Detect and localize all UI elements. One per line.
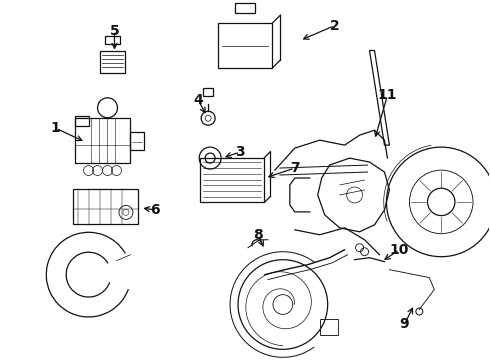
Bar — [104, 36, 121, 44]
Bar — [75, 116, 89, 126]
Text: 6: 6 — [150, 203, 160, 217]
Text: 8: 8 — [253, 228, 263, 242]
Text: 11: 11 — [378, 88, 397, 102]
Text: 7: 7 — [290, 161, 299, 175]
Text: 1: 1 — [51, 121, 61, 135]
Bar — [75, 118, 130, 163]
Bar — [200, 158, 265, 202]
Text: 2: 2 — [330, 19, 340, 33]
Bar — [130, 132, 144, 150]
Bar — [73, 189, 138, 224]
Bar — [203, 88, 213, 96]
Bar — [319, 319, 338, 335]
Text: 3: 3 — [235, 145, 245, 159]
Text: 4: 4 — [194, 93, 203, 107]
Text: 10: 10 — [390, 243, 409, 257]
Bar — [235, 3, 255, 13]
Bar — [99, 51, 125, 73]
Text: 9: 9 — [399, 318, 409, 332]
Bar — [218, 23, 272, 68]
Text: 5: 5 — [110, 23, 120, 37]
